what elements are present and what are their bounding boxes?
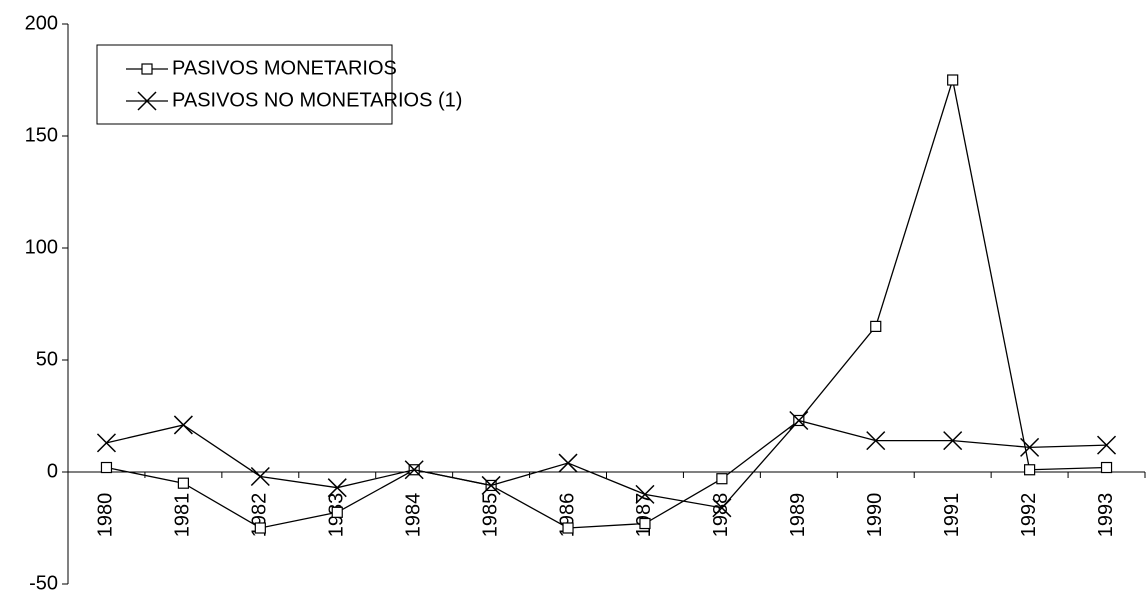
marker bbox=[1020, 437, 1040, 457]
marker bbox=[250, 466, 270, 487]
x-tick-label: 1987 bbox=[633, 493, 655, 538]
x-tick-label: 1985 bbox=[479, 493, 501, 537]
marker bbox=[943, 431, 963, 451]
marker bbox=[254, 522, 266, 534]
marker bbox=[481, 475, 501, 495]
x-tick-label: 1989 bbox=[787, 493, 809, 538]
series-line bbox=[106, 419, 1107, 509]
marker bbox=[562, 522, 574, 534]
marker bbox=[177, 477, 189, 489]
x-tick-label: 1992 bbox=[1018, 493, 1040, 538]
y-tick-label: 50 bbox=[36, 348, 58, 370]
x-tick-label: 1981 bbox=[172, 493, 194, 538]
marker bbox=[947, 74, 959, 86]
marker bbox=[1097, 435, 1117, 455]
legend-label: PASIVOS NO MONETARIOS (1) bbox=[172, 89, 462, 111]
marker bbox=[866, 431, 886, 451]
marker bbox=[1100, 461, 1113, 474]
y-tick-label: 100 bbox=[25, 236, 58, 258]
x-tick-label: 1993 bbox=[1095, 493, 1117, 538]
marker bbox=[712, 498, 732, 518]
y-tick-label: 200 bbox=[25, 12, 58, 34]
series-line bbox=[106, 79, 1107, 529]
marker bbox=[716, 473, 728, 485]
legend-marker bbox=[141, 63, 153, 75]
marker bbox=[558, 453, 578, 473]
y-tick-label: -50 bbox=[29, 572, 58, 591]
marker bbox=[639, 517, 651, 530]
marker bbox=[327, 478, 347, 498]
marker bbox=[1024, 464, 1036, 476]
x-tick-label: 1984 bbox=[402, 493, 424, 538]
y-tick-label: 150 bbox=[25, 124, 58, 146]
x-tick-label: 1991 bbox=[941, 493, 963, 538]
legend-label: PASIVOS MONETARIOS bbox=[172, 57, 397, 79]
marker bbox=[173, 415, 193, 435]
marker bbox=[96, 433, 116, 453]
marker bbox=[404, 460, 424, 480]
x-tick-label: 1980 bbox=[95, 493, 117, 538]
x-tick-label: 1990 bbox=[864, 493, 886, 538]
marker bbox=[100, 461, 113, 474]
legend bbox=[96, 44, 393, 125]
marker bbox=[635, 484, 655, 504]
marker bbox=[789, 410, 809, 431]
legend-marker bbox=[137, 91, 157, 111]
marker bbox=[331, 506, 343, 518]
y-tick-label: 0 bbox=[47, 460, 58, 482]
marker bbox=[870, 320, 882, 332]
